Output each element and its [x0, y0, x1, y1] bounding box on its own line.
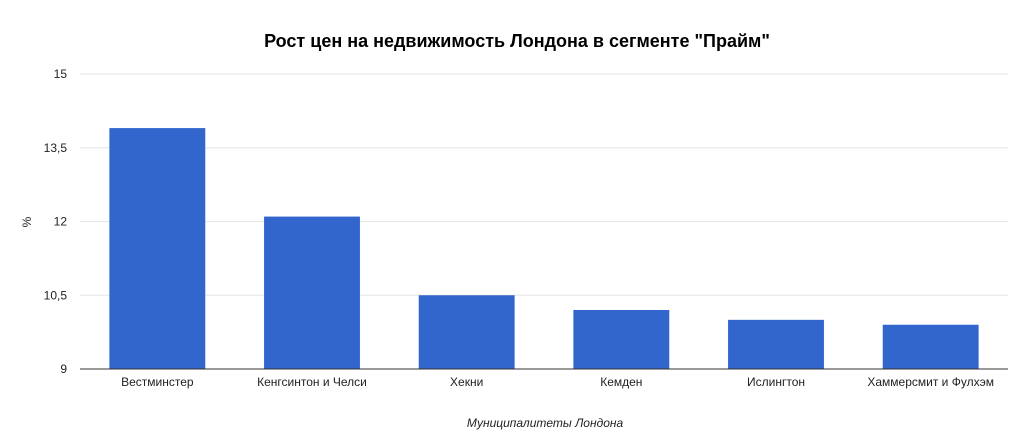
- bar: [573, 310, 670, 369]
- y-tick-label: 12: [54, 215, 68, 229]
- x-category-label: Кенгсинтон и Челси: [257, 375, 367, 389]
- y-tick-label: 9: [60, 362, 67, 376]
- bars: [109, 128, 979, 369]
- x-category-label: Ислингтон: [747, 375, 805, 389]
- x-category-label: Вестминстер: [121, 375, 194, 389]
- y-axis-label: %: [20, 216, 34, 227]
- bar: [882, 324, 979, 369]
- bar: [264, 216, 360, 369]
- y-tick-label: 10,5: [44, 288, 68, 302]
- x-axis-label: Муниципалитеты Лондона: [467, 416, 624, 430]
- chart-title: Рост цен на недвижимость Лондона в сегме…: [264, 31, 770, 51]
- y-tick-label: 15: [54, 67, 68, 81]
- x-axis-categories: Вестминстер Кенгсинтон и Челси Хекни Кемден…: [121, 375, 994, 389]
- bar: [728, 319, 824, 369]
- bar: [418, 295, 515, 369]
- x-category-label: Кемден: [600, 375, 642, 389]
- x-category-label: Хаммерсмит и Фулхэм: [867, 375, 994, 389]
- x-category-label: Хекни: [450, 375, 483, 389]
- gridlines: [80, 73, 1008, 296]
- bar: [109, 128, 206, 369]
- y-tick-label: 13,5: [44, 141, 68, 155]
- y-axis-ticks: 9 10,5 12 13,5 15: [44, 67, 68, 376]
